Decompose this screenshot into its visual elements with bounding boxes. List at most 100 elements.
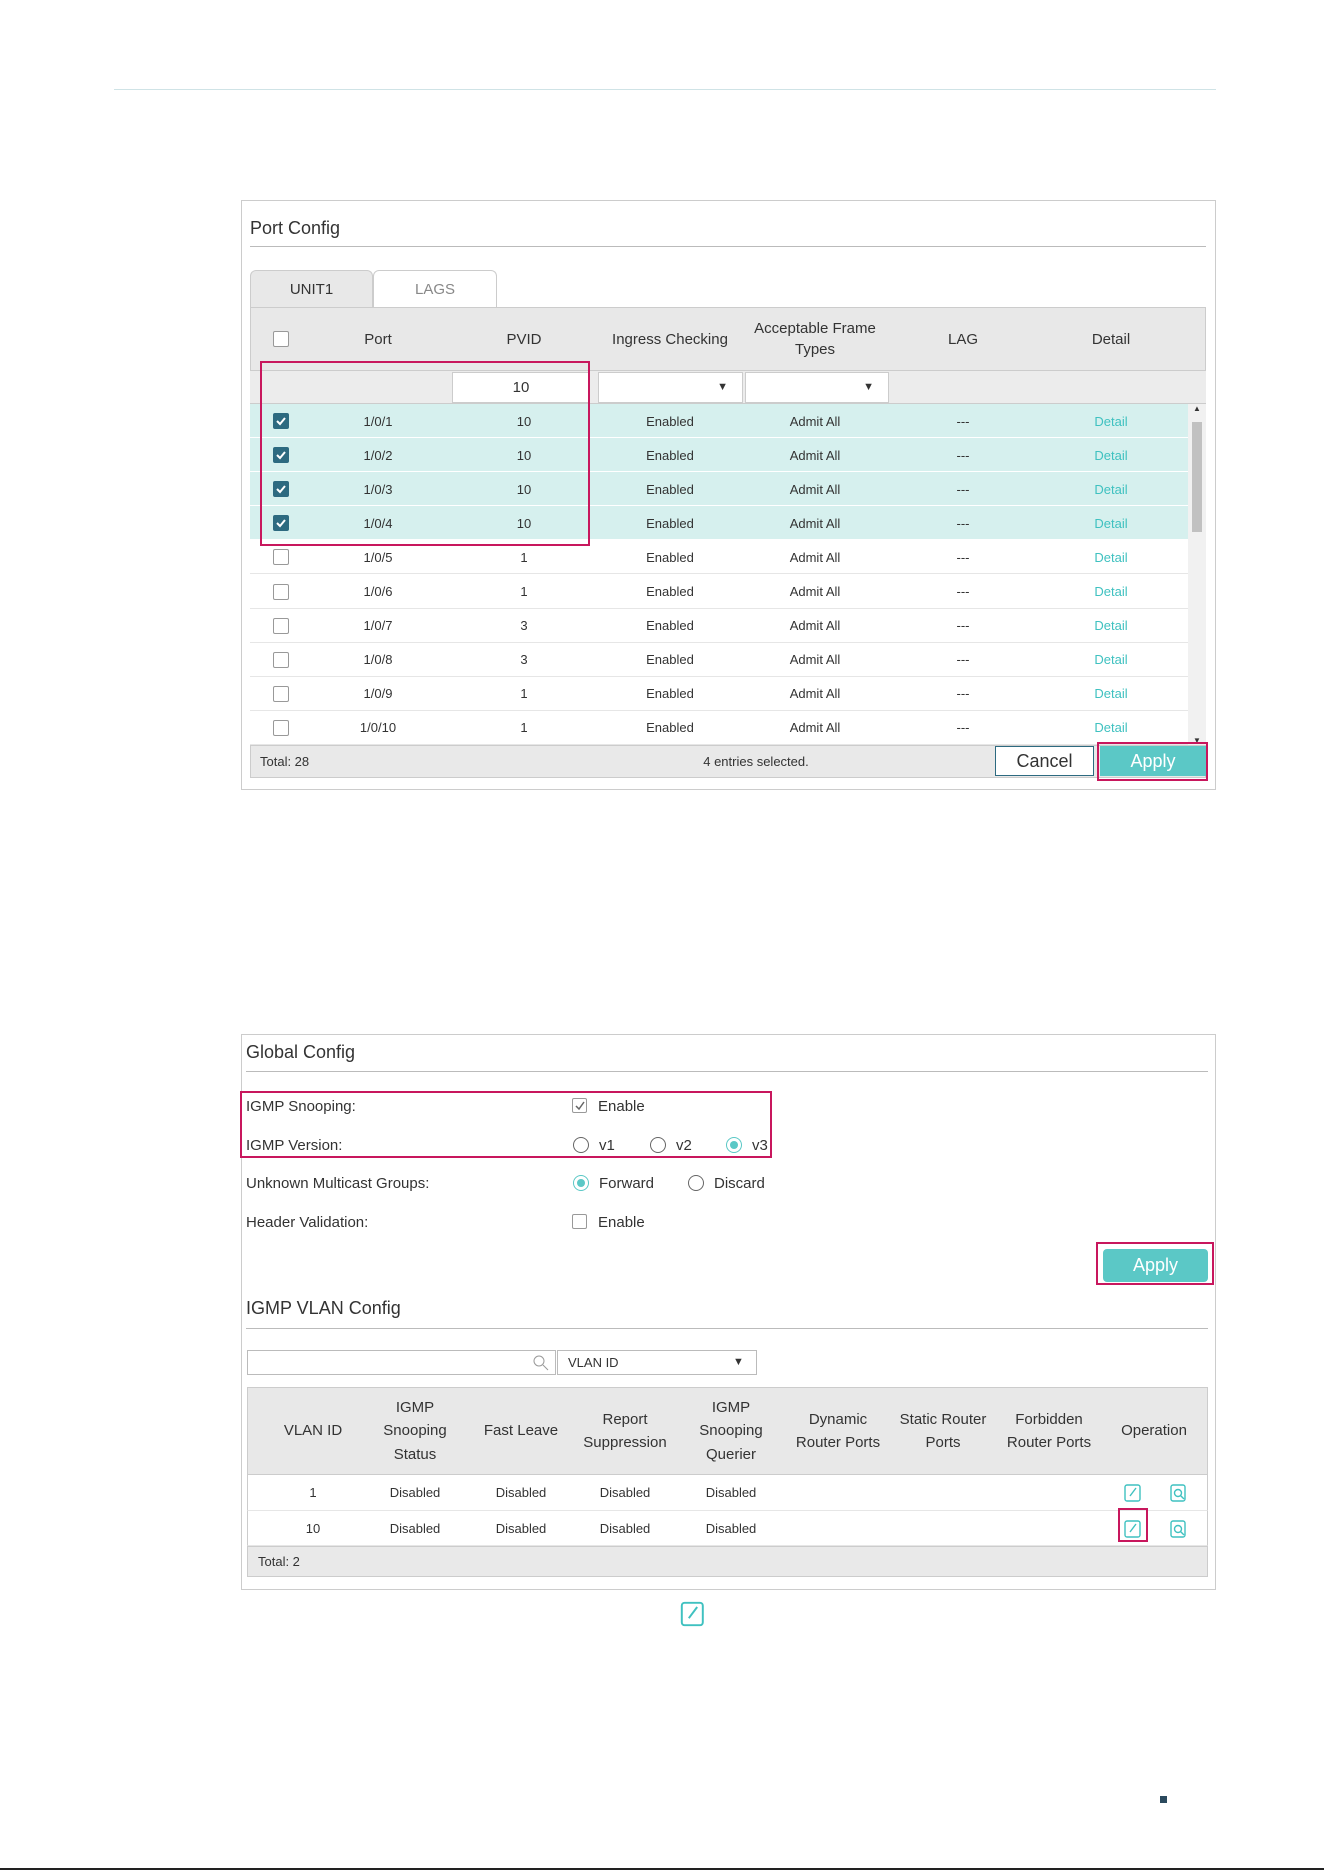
select-all[interactable] (273, 331, 289, 347)
checkbox[interactable] (572, 1214, 587, 1229)
row-checkbox[interactable] (273, 651, 289, 668)
search-input[interactable] (247, 1350, 556, 1375)
view-icon[interactable] (1168, 1483, 1188, 1503)
table-cell: --- (956, 584, 970, 599)
table-row (250, 608, 1188, 643)
table-cell: 1/0/3 (363, 481, 393, 497)
detail-link[interactable]: Detail (1094, 584, 1128, 599)
table-cell: 10 (516, 447, 532, 463)
table-cell: Admit All (789, 515, 841, 531)
table-cell: 1 (309, 1485, 317, 1500)
detail-link[interactable]: Detail (1094, 413, 1128, 429)
column-header: VLAN ID (283, 1422, 343, 1440)
table-cell: --- (956, 618, 970, 634)
search-field-select[interactable]: VLAN ID (557, 1350, 757, 1375)
total: Total: 28 (260, 754, 310, 769)
detail-link[interactable]: Detail (1094, 515, 1128, 531)
table-cell: --- (956, 447, 970, 463)
view-icon[interactable] (1168, 1519, 1188, 1539)
table-cell: Enabled (646, 447, 694, 463)
panel-title: Global Config (246, 1041, 356, 1062)
select-arrow: ▼ (733, 1356, 744, 1368)
pvid-input[interactable]: 10 (452, 372, 590, 403)
total: Total: 2 (258, 1554, 300, 1569)
table-cell: 10 (516, 481, 532, 497)
detail-link[interactable]: Detail (1094, 447, 1128, 463)
apply-button[interactable]: Apply (1100, 746, 1206, 776)
edit-icon[interactable] (1123, 1483, 1143, 1503)
table-row (250, 642, 1188, 677)
select[interactable]: ▼ (745, 372, 889, 403)
table-cell: 1 (520, 549, 528, 565)
panel-title: Port Config (250, 217, 341, 238)
table-row (250, 540, 1188, 575)
radio[interactable] (573, 1137, 589, 1153)
table-cell: Disabled (705, 1520, 757, 1536)
table-cell: Admit All (789, 584, 841, 599)
table-cell: 1 (520, 720, 528, 736)
title-rule (246, 1071, 1208, 1072)
apply-button[interactable]: Apply (1103, 1249, 1208, 1282)
table-cell: Enabled (646, 549, 694, 565)
detail-link[interactable]: Detail (1094, 652, 1128, 668)
column-header: Fast Leave (483, 1422, 559, 1440)
table-cell: 10 (516, 515, 532, 531)
tab[interactable]: UNIT1 (250, 270, 373, 308)
checkbox[interactable] (572, 1098, 587, 1113)
row-checkbox[interactable] (273, 549, 289, 566)
column-header: Ingress Checking (612, 330, 728, 348)
column-header: LAG (947, 330, 978, 348)
setting-label: IGMP Version: (246, 1136, 343, 1154)
table-footer (247, 1546, 1208, 1577)
table-cell: Admit All (789, 720, 841, 736)
table-row (250, 438, 1188, 473)
cancel-button[interactable]: Cancel (995, 746, 1094, 776)
radio[interactable] (650, 1137, 666, 1153)
row-checkbox[interactable] (273, 447, 289, 464)
table-cell: 10 (305, 1520, 321, 1536)
radio[interactable] (688, 1175, 704, 1191)
table-cell: 1 (520, 584, 528, 599)
table-row (250, 710, 1188, 745)
row-checkbox[interactable] (273, 481, 289, 498)
detail-link[interactable]: Detail (1094, 549, 1128, 565)
table-cell: Disabled (599, 1485, 651, 1500)
tab[interactable]: LAGS (373, 270, 497, 308)
table-cell: --- (956, 652, 970, 668)
radio[interactable] (726, 1137, 742, 1153)
row-checkbox[interactable] (273, 583, 289, 600)
row-checkbox[interactable] (273, 413, 289, 429)
select[interactable]: ▼ (598, 372, 743, 403)
detail-link[interactable]: Detail (1094, 481, 1128, 497)
table-cell: Enabled (646, 618, 694, 634)
table-cell: Admit All (789, 549, 841, 565)
table-cell: 1/0/1 (363, 413, 393, 429)
column-header: Report Suppression (583, 1410, 667, 1451)
table-cell: 1/0/8 (363, 652, 393, 668)
table-cell: Admit All (789, 618, 841, 634)
table-cell: Enabled (646, 481, 694, 497)
option-label: Discard (714, 1174, 765, 1192)
detail-link[interactable]: Detail (1094, 686, 1128, 702)
edit-icon-reference (679, 1600, 707, 1628)
radio[interactable] (573, 1175, 589, 1191)
table-row (250, 506, 1188, 541)
row-checkbox[interactable] (273, 685, 289, 702)
row-checkbox[interactable] (273, 719, 289, 736)
table-cell: Admit All (789, 413, 841, 429)
table-cell: Enabled (646, 515, 694, 531)
row-checkbox[interactable] (273, 515, 289, 532)
highlight-box (1096, 1242, 1214, 1285)
top-rule (114, 89, 1216, 90)
row-checkbox[interactable] (273, 617, 289, 634)
edit-icon[interactable] (1123, 1519, 1143, 1539)
bottom-rule (0, 1868, 1324, 1870)
column-header: Dynamic Router Ports (795, 1410, 881, 1451)
column-header: Port (364, 330, 392, 348)
detail-link[interactable]: Detail (1094, 618, 1128, 634)
detail-link[interactable]: Detail (1094, 720, 1128, 736)
table-cell: --- (956, 515, 970, 531)
table-header (247, 1387, 1208, 1475)
highlight-box (1097, 742, 1208, 781)
